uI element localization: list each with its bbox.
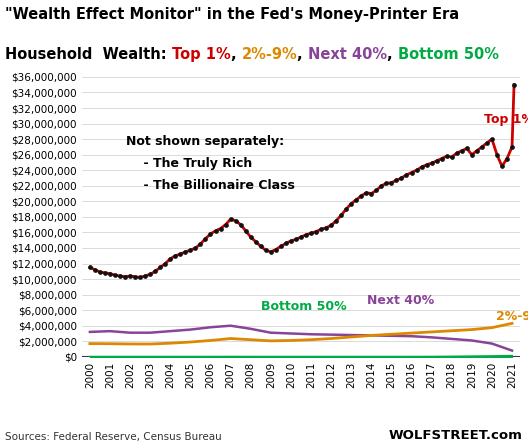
Text: Not shown separately:
    - The Truly Rich
    - The Billionaire Class: Not shown separately: - The Truly Rich -… <box>126 135 295 192</box>
Text: Sources: Federal Reserve, Census Bureau: Sources: Federal Reserve, Census Bureau <box>5 432 222 442</box>
Text: 2%-9%: 2%-9% <box>241 47 297 62</box>
Text: ,: , <box>297 47 308 62</box>
Text: ,: , <box>387 47 398 62</box>
Text: Bottom 50%: Bottom 50% <box>261 300 346 313</box>
Text: 2%-9%: 2%-9% <box>496 310 528 323</box>
Text: Next 40%: Next 40% <box>308 47 387 62</box>
Text: Next 40%: Next 40% <box>367 294 435 307</box>
Text: Household  Wealth:: Household Wealth: <box>5 47 172 62</box>
Text: Top 1%: Top 1% <box>172 47 231 62</box>
Text: WOLFSTREET.com: WOLFSTREET.com <box>389 429 523 442</box>
Text: ,: , <box>231 47 241 62</box>
Text: Top 1%: Top 1% <box>484 113 528 126</box>
Text: Bottom 50%: Bottom 50% <box>398 47 499 62</box>
Text: "Wealth Effect Monitor" in the Fed's Money-Printer Era: "Wealth Effect Monitor" in the Fed's Mon… <box>5 7 459 22</box>
